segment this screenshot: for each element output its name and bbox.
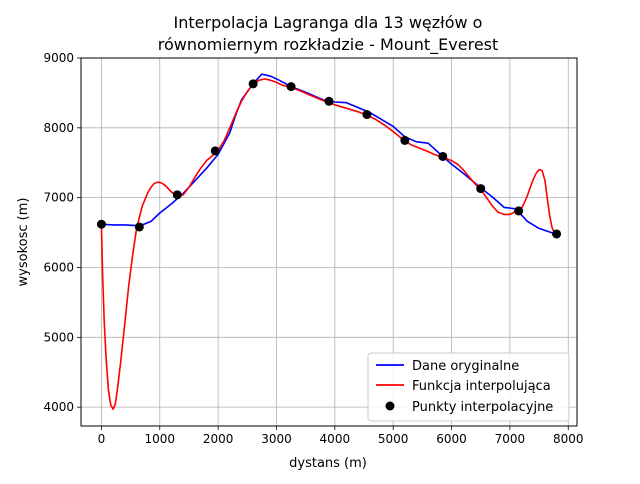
interpolation-point xyxy=(248,79,258,89)
y-tick-label: 8000 xyxy=(43,121,74,135)
series-group xyxy=(96,73,562,411)
legend-label-interpolating: Funkcja interpolująca xyxy=(412,379,551,394)
x-tick-label: 4000 xyxy=(320,432,351,446)
interpolation-point xyxy=(172,190,182,200)
interpolation-point xyxy=(438,151,448,161)
y-tick-label: 9000 xyxy=(43,51,74,65)
interpolation-point xyxy=(476,184,486,194)
legend-label-original: Dane oryginalne xyxy=(412,359,519,374)
x-tick-label: 5000 xyxy=(378,432,409,446)
x-tick-label: 1000 xyxy=(145,432,176,446)
y-tick-label: 7000 xyxy=(43,191,74,205)
interpolation-point xyxy=(400,135,410,145)
original-data-line xyxy=(101,73,556,235)
y-tick-label: 5000 xyxy=(43,330,74,344)
interpolation-point xyxy=(362,110,372,120)
interpolation-point xyxy=(286,82,296,92)
x-tick-label: 0 xyxy=(98,432,106,446)
chart-title-line2: równomiernym rozkładzie - Mount_Everest xyxy=(158,35,499,55)
legend: Dane oryginalne Funkcja interpolująca Pu… xyxy=(367,352,570,422)
chart-title-line1: Interpolacja Lagranga dla 13 węzłów o xyxy=(174,13,483,32)
x-axis-label: dystans (m) xyxy=(289,456,367,471)
y-tick-label: 6000 xyxy=(43,260,74,274)
plot-frame xyxy=(80,57,578,427)
interpolation-point xyxy=(210,146,220,156)
legend-swatch-points xyxy=(385,401,395,411)
x-tick-label: 3000 xyxy=(261,432,292,446)
legend-box xyxy=(367,352,570,422)
interpolation-point xyxy=(552,229,562,239)
interpolation-point xyxy=(96,219,106,229)
x-tick-label: 8000 xyxy=(553,432,584,446)
legend-label-points: Punkty interpolacyjne xyxy=(412,400,553,415)
interpolation-point xyxy=(134,222,144,232)
y-axis-label: wysokosc (m) xyxy=(16,198,31,287)
axis-ticks: 0 1000 2000 3000 4000 5000 6000 7000 8000 4000 500… xyxy=(43,51,583,446)
interpolation-point xyxy=(514,206,524,216)
interpolation-point xyxy=(324,96,334,106)
x-tick-label: 6000 xyxy=(436,432,467,446)
x-tick-label: 2000 xyxy=(203,432,234,446)
y-tick-label: 4000 xyxy=(43,400,74,414)
x-tick-label: 7000 xyxy=(495,432,526,446)
